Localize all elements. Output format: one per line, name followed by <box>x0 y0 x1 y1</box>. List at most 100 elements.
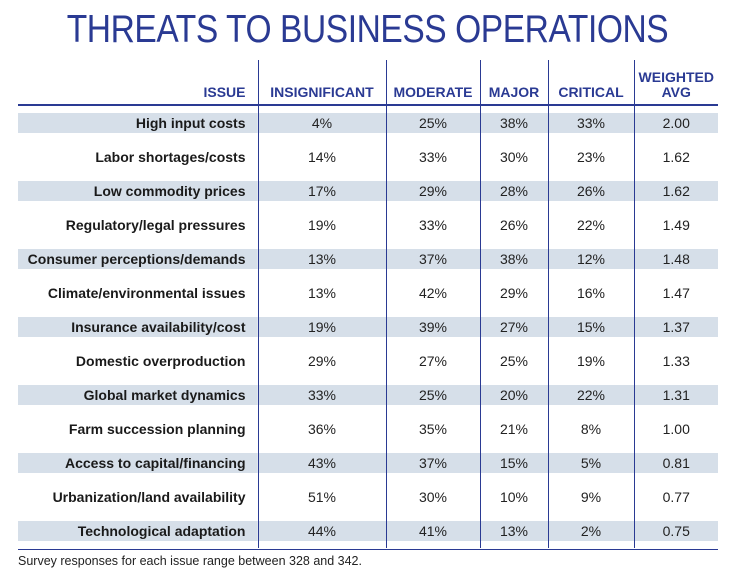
column-header-issue: ISSUE <box>18 60 258 106</box>
cell-moderate: 33% <box>385 140 480 174</box>
chart-title: THREATS TO BUSINESS OPERATIONS <box>66 8 669 51</box>
cell-major: 10% <box>479 480 548 514</box>
cell-insignificant: 17% <box>257 174 386 208</box>
cell-insignificant: 13% <box>257 276 386 310</box>
cell-moderate: 27% <box>385 344 480 378</box>
cell-moderate: 29% <box>385 174 480 208</box>
cell-major: 15% <box>479 446 548 480</box>
table-header-row: ISSUE INSIGNIFICANT MODERATE MAJOR CRITI… <box>18 60 718 106</box>
footnote: Survey responses for each issue range be… <box>18 549 718 568</box>
cell-insignificant: 33% <box>257 378 386 412</box>
cell-issue: High input costs <box>18 105 258 140</box>
table-row: Access to capital/financing 43% 37% 15% 5% 0.… <box>18 446 718 480</box>
cell-weighted-avg: 1.62 <box>633 174 718 208</box>
cell-issue: Climate/environmental issues <box>47 285 246 301</box>
table-row: Climate/environmental issues 13% 42% 29% 16%… <box>18 276 718 310</box>
cell-major: 28% <box>479 174 548 208</box>
column-header-weighted-avg: WEIGHTED AVG <box>633 60 718 106</box>
cell-moderate: 33% <box>385 208 480 242</box>
cell-critical: 26% <box>547 174 634 208</box>
cell-major: 26% <box>479 208 548 242</box>
cell-weighted-avg: 1.47 <box>633 276 718 310</box>
cell-moderate: 37% <box>385 242 480 276</box>
cell-weighted-avg: 1.49 <box>633 208 718 242</box>
cell-issue: Urbanization/land availability <box>52 489 246 505</box>
cell-major: 13% <box>479 514 548 548</box>
table-row: Labor shortages/costs 14% 33% 30% 23% 1.62 <box>18 140 718 174</box>
cell-critical: 22% <box>547 208 634 242</box>
cell-moderate: 25% <box>385 378 480 412</box>
cell-weighted-avg: 1.31 <box>633 378 718 412</box>
cell-insignificant: 36% <box>257 412 386 446</box>
cell-major: 30% <box>479 140 548 174</box>
cell-insignificant: 43% <box>257 446 386 480</box>
cell-issue: Insurance availability/cost <box>18 310 258 344</box>
cell-weighted-avg: 0.75 <box>633 514 718 548</box>
cell-critical: 2% <box>547 514 634 548</box>
cell-critical: 12% <box>547 242 634 276</box>
threats-table: ISSUE INSIGNIFICANT MODERATE MAJOR CRITI… <box>18 60 718 548</box>
cell-moderate: 39% <box>385 310 480 344</box>
table-row: Farm succession planning 36% 35% 21% 8% 1.00 <box>18 412 718 446</box>
cell-issue: Technological adaptation <box>18 514 258 548</box>
cell-critical: 8% <box>547 412 634 446</box>
cell-major: 20% <box>479 378 548 412</box>
cell-weighted-avg: 0.81 <box>633 446 718 480</box>
cell-issue: Labor shortages/costs <box>95 149 246 165</box>
cell-weighted-avg: 0.77 <box>633 480 718 514</box>
cell-moderate: 41% <box>385 514 480 548</box>
column-header-insignificant: INSIGNIFICANT <box>257 60 386 106</box>
cell-insignificant: 51% <box>257 480 386 514</box>
cell-major: 21% <box>479 412 548 446</box>
cell-weighted-avg: 1.33 <box>633 344 718 378</box>
cell-issue: Consumer perceptions/demands <box>18 242 258 276</box>
table-row: Regulatory/legal pressures 19% 33% 26% 22% 1.… <box>18 208 718 242</box>
cell-issue: Domestic overproduction <box>75 353 246 369</box>
table-row: High input costs 4% 25% 38% 33% 2.00 <box>18 105 718 140</box>
cell-insignificant: 29% <box>257 344 386 378</box>
cell-major: 29% <box>479 276 548 310</box>
cell-insignificant: 13% <box>257 242 386 276</box>
table-row: Insurance availability/cost 19% 39% 27% 15% 1… <box>18 310 718 344</box>
cell-moderate: 35% <box>385 412 480 446</box>
cell-moderate: 37% <box>385 446 480 480</box>
cell-moderate: 42% <box>385 276 480 310</box>
cell-critical: 9% <box>547 480 634 514</box>
cell-issue: Regulatory/legal pressures <box>65 217 246 233</box>
table-row: Consumer perceptions/demands 13% 37% 38% 12%… <box>18 242 718 276</box>
cell-critical: 23% <box>547 140 634 174</box>
cell-critical: 22% <box>547 378 634 412</box>
cell-issue: Farm succession planning <box>68 421 246 437</box>
cell-insignificant: 44% <box>257 514 386 548</box>
table-row: Urbanization/land availability 51% 30% 10% 9… <box>18 480 718 514</box>
cell-weighted-avg: 2.00 <box>633 105 718 140</box>
table-row: Domestic overproduction 29% 27% 25% 19% 1.33 <box>18 344 718 378</box>
weighted-avg-header-text: WEIGHTED AVG <box>638 69 714 100</box>
table-row: Low commodity prices 17% 29% 28% 26% 1.62 <box>18 174 718 208</box>
column-header-moderate: MODERATE <box>385 60 480 106</box>
cell-major: 38% <box>479 242 548 276</box>
cell-insignificant: 19% <box>257 310 386 344</box>
cell-critical: 16% <box>547 276 634 310</box>
column-header-critical: CRITICAL <box>547 60 634 106</box>
cell-insignificant: 14% <box>257 140 386 174</box>
cell-major: 38% <box>479 105 548 140</box>
cell-moderate: 25% <box>385 105 480 140</box>
cell-weighted-avg: 1.48 <box>633 242 718 276</box>
cell-critical: 33% <box>547 105 634 140</box>
column-header-major: MAJOR <box>479 60 548 106</box>
cell-moderate: 30% <box>385 480 480 514</box>
cell-critical: 19% <box>547 344 634 378</box>
table-body: High input costs 4% 25% 38% 33% 2.00 Labor sho… <box>18 105 718 548</box>
cell-critical: 15% <box>547 310 634 344</box>
cell-insignificant: 4% <box>257 105 386 140</box>
cell-weighted-avg: 1.62 <box>633 140 718 174</box>
cell-weighted-avg: 1.00 <box>633 412 718 446</box>
cell-critical: 5% <box>547 446 634 480</box>
cell-issue: Access to capital/financing <box>18 446 258 480</box>
cell-major: 25% <box>479 344 548 378</box>
cell-issue: Global market dynamics <box>18 378 258 412</box>
cell-weighted-avg: 1.37 <box>633 310 718 344</box>
table-row: Global market dynamics 33% 25% 20% 22% 1.31 <box>18 378 718 412</box>
cell-insignificant: 19% <box>257 208 386 242</box>
